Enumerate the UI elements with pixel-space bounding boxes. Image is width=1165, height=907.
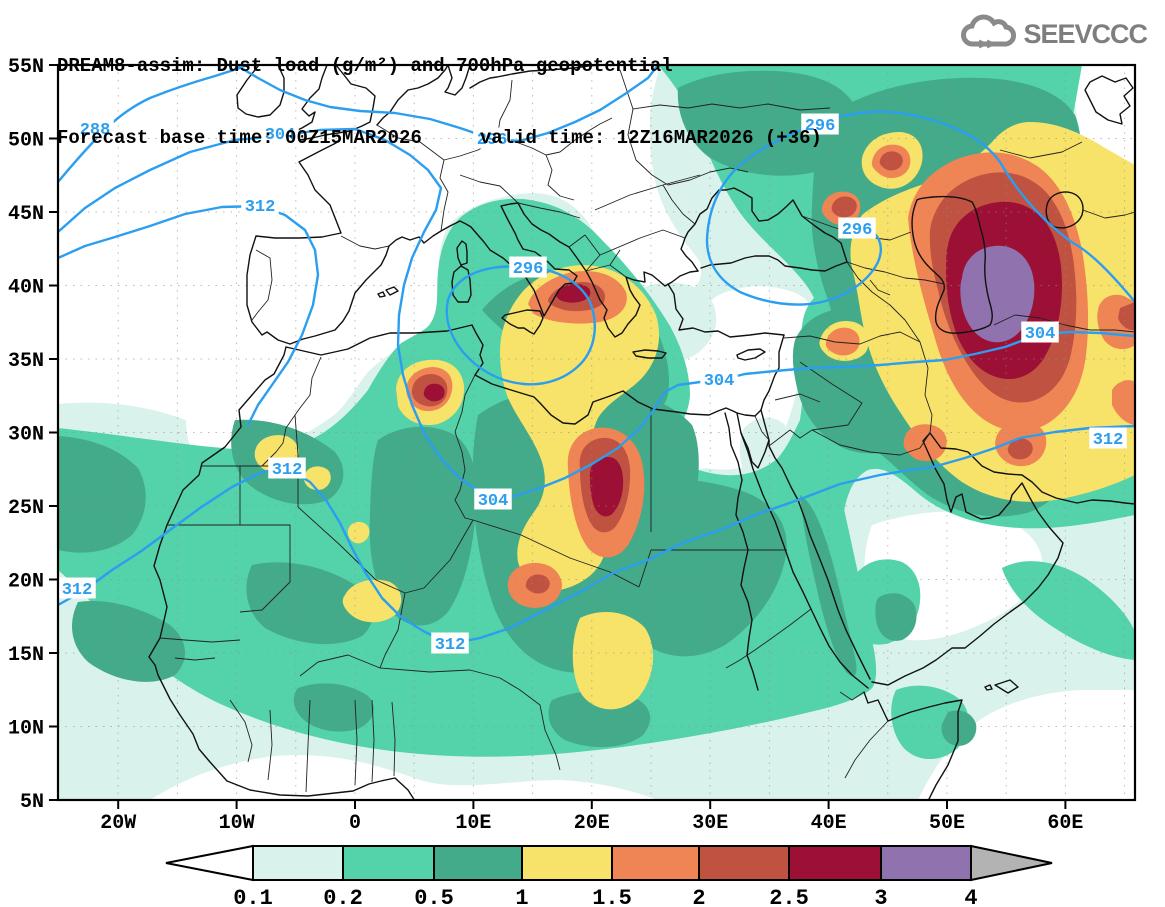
lat-label-15N: 15N: [8, 644, 44, 667]
lon-label-50E: 50E: [929, 812, 965, 835]
colorbar-tick-4: 4: [964, 886, 977, 907]
colorbar-tick-0.5: 0.5: [414, 886, 454, 907]
lat-label-35N: 35N: [8, 350, 44, 373]
lon-label-40E: 40E: [811, 812, 847, 835]
colorbar-tick-0.2: 0.2: [323, 886, 363, 907]
geopotential-label-304: 304: [1025, 325, 1056, 344]
colorbar-segment-2.5: [789, 846, 881, 880]
geopotential-label-312: 312: [435, 636, 466, 655]
colorbar-segment-3: [881, 846, 971, 880]
colorbar-segment-0.5: [434, 846, 522, 880]
lon-label-10W: 10W: [219, 812, 255, 835]
geopotential-label-312: 312: [1093, 431, 1124, 450]
chart-subtitle: Forecast base time: 00Z15MAR2026 valid ti…: [57, 126, 822, 150]
geopotential-label-304: 304: [478, 492, 509, 511]
chart-header: DREAM8-assim: Dust load (g/m²) and 700hP…: [57, 6, 822, 198]
colorbar-segment-1: [522, 846, 612, 880]
colorbar-segment-1.5: [612, 846, 699, 880]
lon-label-60E: 60E: [1047, 812, 1083, 835]
lat-label-45N: 45N: [8, 203, 44, 226]
lon-label-20W: 20W: [100, 812, 136, 835]
colorbar-tick-2.5: 2.5: [769, 886, 809, 907]
logo-text: SEEVCCC: [1023, 19, 1147, 50]
weather-chart-page: DREAM8-assim: Dust load (g/m²) and 700hP…: [0, 0, 1165, 907]
lon-label-10E: 10E: [455, 812, 491, 835]
lat-label-20N: 20N: [8, 571, 44, 594]
colorbar-segment-0.2: [343, 846, 434, 880]
valid-time-label: valid time: 12Z16MAR2026 (+36): [480, 127, 822, 149]
geopotential-label-312: 312: [245, 198, 276, 217]
lon-label-0: 0: [349, 812, 361, 835]
chart-title: DREAM8-assim: Dust load (g/m²) and 700hP…: [57, 54, 822, 78]
cloud-icon: [959, 14, 1017, 54]
lat-label-50N: 50N: [8, 130, 44, 153]
lat-label-40N: 40N: [8, 277, 44, 300]
geopotential-label-304: 304: [704, 372, 735, 391]
base-time-label: Forecast base time: 00Z15MAR2026: [57, 127, 422, 149]
lon-label-30E: 30E: [692, 812, 728, 835]
colorbar-tick-0.1: 0.1: [233, 886, 273, 907]
seevccc-logo: SEEVCCC: [959, 14, 1147, 54]
geopotential-label-312: 312: [272, 461, 303, 480]
colorbar-tick-1: 1: [515, 886, 528, 907]
colorbar-legend: 0.1 0.2 0.5 1 1.5 2 2.5 3 4: [166, 846, 1052, 907]
geopotential-label-296: 296: [513, 260, 544, 279]
geopotential-label-312: 312: [62, 581, 93, 600]
colorbar-tick-3: 3: [874, 886, 887, 907]
geopotential-label-296: 296: [842, 221, 873, 240]
lat-label-55N: 55N: [8, 56, 44, 79]
lat-label-25N: 25N: [8, 497, 44, 520]
lat-label-10N: 10N: [8, 718, 44, 741]
colorbar-below-min-arrow: [166, 846, 253, 880]
colorbar-segment-2: [699, 846, 789, 880]
colorbar-tick-2: 2: [692, 886, 705, 907]
colorbar-above-max-arrow: [971, 846, 1052, 880]
colorbar-segment-0.1: [253, 846, 343, 880]
colorbar-tick-1.5: 1.5: [592, 886, 632, 907]
lat-label-30N: 30N: [8, 424, 44, 447]
lat-label-5N: 5N: [20, 791, 44, 814]
lon-label-20E: 20E: [574, 812, 610, 835]
